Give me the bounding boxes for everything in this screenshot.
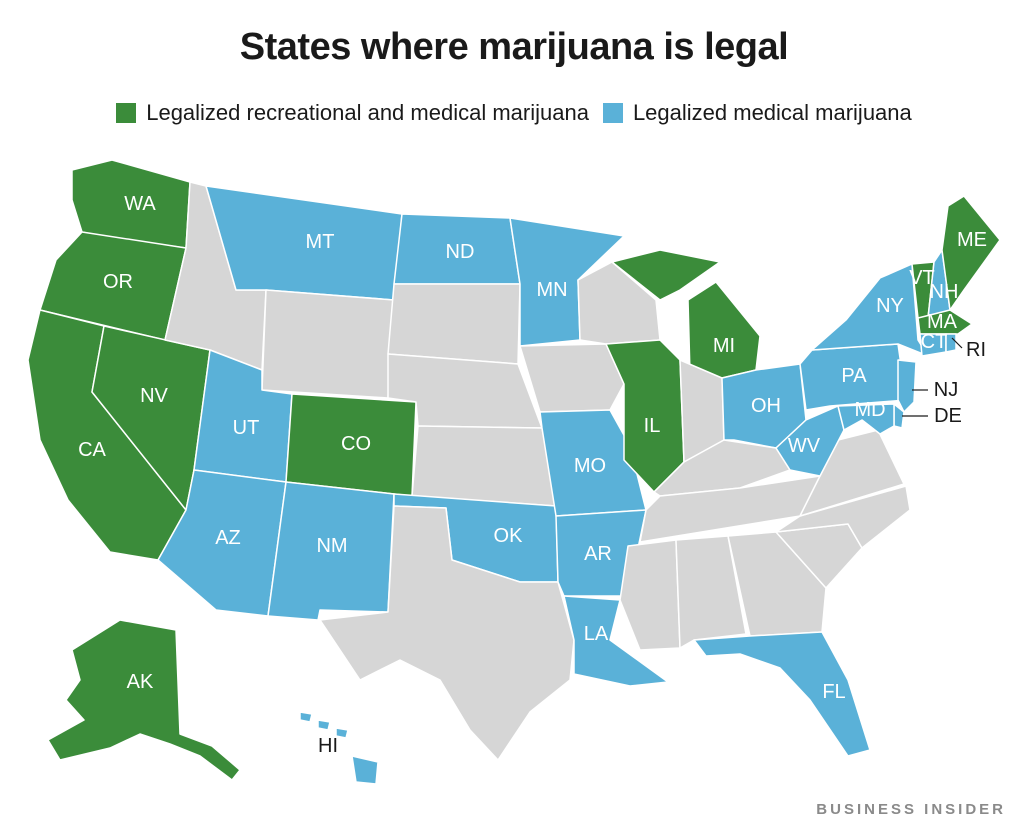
label-co: CO <box>341 433 371 455</box>
state-wy <box>261 289 395 399</box>
label-or: OR <box>103 271 133 293</box>
label-ak: AK <box>127 671 154 693</box>
label-nj: NJ <box>934 379 958 401</box>
leader-lines <box>902 337 963 417</box>
label-nm: NM <box>316 535 347 557</box>
state-hi <box>299 711 379 785</box>
label-vt: VT <box>909 267 935 289</box>
label-nv: NV <box>140 385 168 407</box>
state-me <box>941 195 1001 311</box>
brand-logo: BUSINESS INSIDER <box>816 801 1006 818</box>
state-sd <box>387 283 521 365</box>
label-mo: MO <box>574 455 606 477</box>
state-la <box>563 595 669 687</box>
label-fl: FL <box>822 681 845 703</box>
label-ri: RI <box>966 339 986 361</box>
label-il: IL <box>644 415 661 437</box>
label-me: ME <box>957 229 987 251</box>
label-nd: ND <box>446 241 475 263</box>
legend-item-recreational: Legalized recreational and medical marij… <box>116 100 589 126</box>
label-ct: CT <box>921 331 948 353</box>
state-ny <box>811 263 929 357</box>
label-az: AZ <box>215 527 241 549</box>
state-nc <box>775 485 911 549</box>
label-wv: WV <box>788 435 821 457</box>
legend-label-recreational: Legalized recreational and medical marij… <box>146 100 589 125</box>
state-md <box>837 403 895 435</box>
state-tx <box>319 505 575 761</box>
state-mt <box>205 185 403 301</box>
label-nh: NH <box>930 281 959 303</box>
label-ok: OK <box>494 525 524 547</box>
label-ny: NY <box>876 295 904 317</box>
label-mn: MN <box>536 279 567 301</box>
label-wa: WA <box>124 193 156 215</box>
state-ia <box>519 343 625 413</box>
state-ak <box>47 619 241 781</box>
legend: Legalized recreational and medical marij… <box>0 100 1028 126</box>
state-fl <box>693 631 871 757</box>
label-ma: MA <box>927 311 958 333</box>
label-pa: PA <box>841 365 867 387</box>
label-la: LA <box>584 623 609 645</box>
legend-swatch-medical <box>602 103 623 123</box>
state-ri <box>945 333 957 353</box>
label-oh: OH <box>751 395 781 417</box>
label-mt: MT <box>306 231 335 253</box>
label-ar: AR <box>584 543 612 565</box>
state-nj <box>897 359 917 413</box>
label-mi: MI <box>713 335 735 357</box>
state-al <box>675 535 747 649</box>
label-hi: HI <box>318 735 338 757</box>
state-ks <box>411 425 557 507</box>
state-ma <box>917 309 973 335</box>
label-md: MD <box>854 399 885 421</box>
legend-item-medical: Legalized medical marijuana <box>602 100 912 126</box>
label-de: DE <box>934 405 962 427</box>
legend-swatch-recreational <box>116 103 137 123</box>
legend-label-medical: Legalized medical marijuana <box>632 100 912 125</box>
state-ga <box>727 531 827 637</box>
map-title: States where marijuana is legal <box>239 26 789 68</box>
label-ca: CA <box>78 439 106 461</box>
label-ut: UT <box>233 417 260 439</box>
state-ms <box>619 539 681 651</box>
